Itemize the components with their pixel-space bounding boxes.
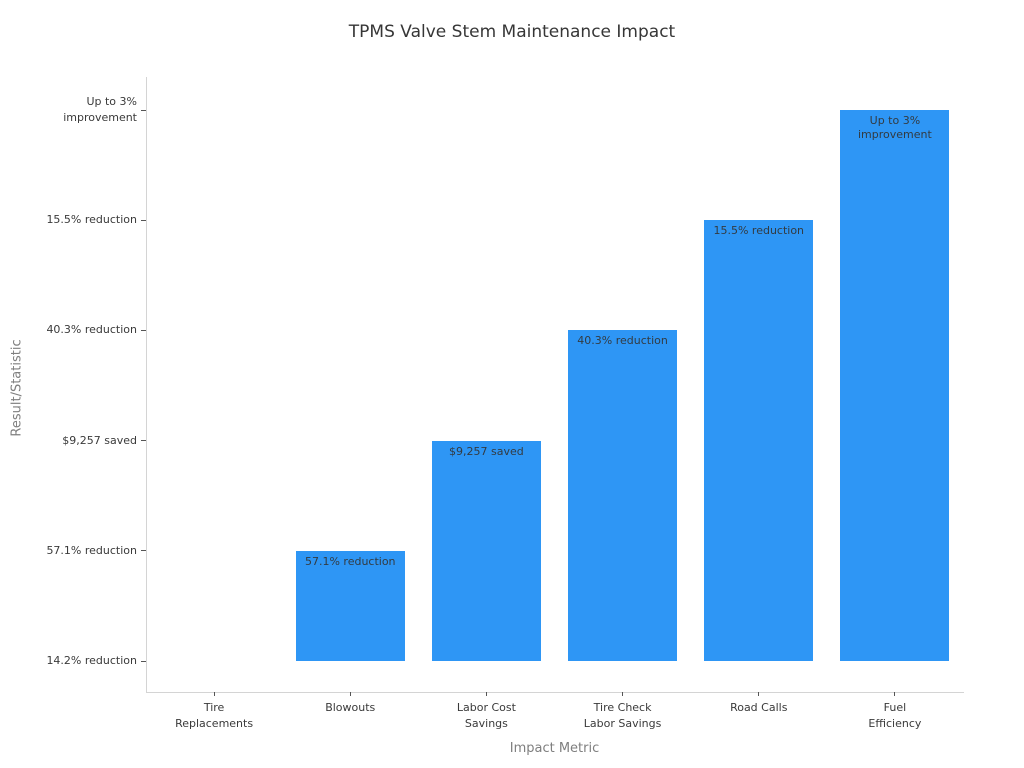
y-tick-label: 15.5% reduction bbox=[46, 213, 137, 227]
y-tick-label: $9,257 saved bbox=[62, 433, 137, 447]
y-tick-label: Up to 3% improvement bbox=[63, 95, 137, 124]
bar bbox=[840, 110, 950, 661]
x-tick-mark bbox=[485, 692, 487, 696]
y-tick-mark bbox=[141, 660, 146, 662]
x-tick-mark bbox=[349, 692, 351, 696]
y-tick-mark bbox=[141, 329, 146, 331]
x-tick-label: Tire Check Labor Savings bbox=[583, 701, 662, 730]
y-tick-mark bbox=[141, 550, 146, 552]
x-tick-label: Road Calls bbox=[730, 701, 788, 714]
x-axis-title: Impact Metric bbox=[509, 741, 600, 756]
x-tick-label: Blowouts bbox=[325, 701, 376, 714]
y-tick-label: 57.1% reduction bbox=[46, 543, 137, 557]
x-tick-label: Labor Cost Savings bbox=[456, 701, 516, 730]
bar bbox=[568, 330, 678, 661]
plot-area bbox=[146, 77, 964, 693]
bar-label: 15.5% reduction bbox=[713, 224, 805, 238]
chart-title: TPMS Valve Stem Maintenance Impact bbox=[348, 22, 676, 42]
bar-label: Up to 3% improvement bbox=[858, 114, 932, 141]
y-tick-mark bbox=[141, 440, 146, 442]
bar bbox=[704, 220, 814, 661]
bar bbox=[295, 550, 405, 661]
bar-label: $9,257 saved bbox=[449, 444, 524, 458]
y-tick-mark bbox=[141, 109, 146, 111]
x-tick-mark bbox=[758, 692, 760, 696]
y-tick-mark bbox=[141, 219, 146, 221]
x-tick-label: Fuel Efficiency bbox=[868, 701, 922, 730]
y-tick-label: 40.3% reduction bbox=[46, 323, 137, 337]
x-tick-mark bbox=[894, 692, 896, 696]
x-tick-mark bbox=[622, 692, 624, 696]
y-axis-title-text: Result/Statistic bbox=[9, 339, 25, 437]
bar-label: 57.1% reduction bbox=[304, 554, 396, 568]
x-tick-label: Tire Replacements bbox=[175, 701, 254, 730]
bar bbox=[431, 440, 541, 661]
bar-label: 40.3% reduction bbox=[577, 334, 668, 348]
y-tick-label: 14.2% reduction bbox=[46, 654, 137, 667]
x-tick-mark bbox=[213, 692, 215, 696]
